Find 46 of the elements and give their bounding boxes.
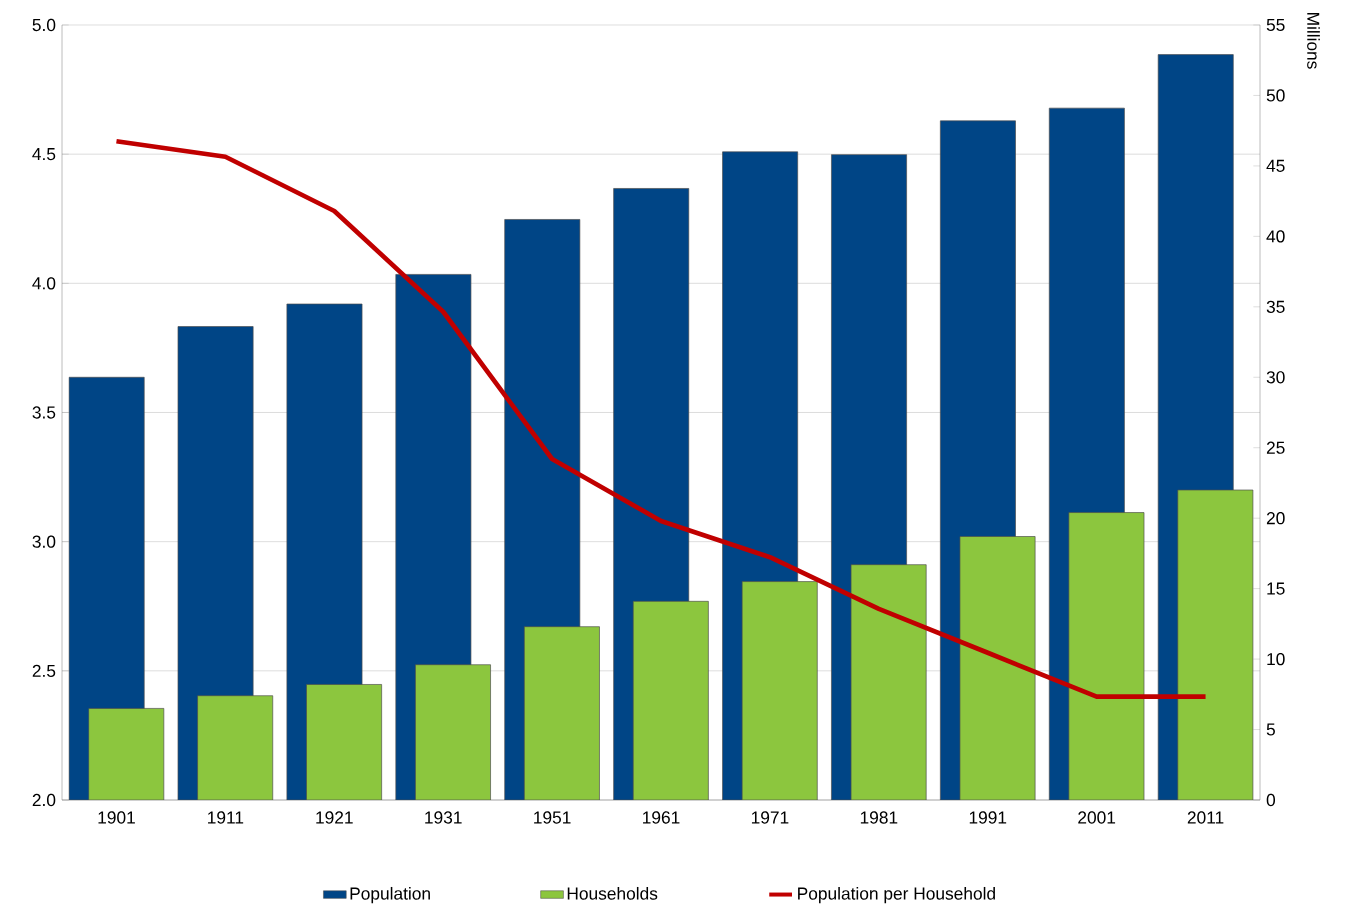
y-tick-label: 4.5 xyxy=(32,148,56,161)
bar xyxy=(306,684,382,800)
x-tick-label: 2001 xyxy=(1078,811,1116,824)
x-tick-label: 1901 xyxy=(98,811,135,824)
y-tick-label: 2.5 xyxy=(32,664,56,677)
bar xyxy=(959,536,1036,800)
bar xyxy=(415,664,491,800)
x-tick-label: 1961 xyxy=(643,811,680,824)
y2-tick-label: 5 xyxy=(1266,723,1275,736)
line-series xyxy=(114,138,1208,699)
y2-tick-label: 40 xyxy=(1266,230,1285,243)
y2-tick-label: 0 xyxy=(1266,793,1276,807)
y2-tick-label: 55 xyxy=(1266,18,1285,32)
y2-tick-label: 15 xyxy=(1267,582,1285,595)
y2-tick-label: 20 xyxy=(1266,512,1285,525)
x-tick-label: 2011 xyxy=(1187,811,1224,824)
y-tick-label: 5.0 xyxy=(32,18,56,32)
bar xyxy=(850,564,927,800)
bar xyxy=(632,600,709,800)
bar xyxy=(1068,512,1145,800)
legend-label: Households xyxy=(567,886,658,900)
x-tick-label: 1931 xyxy=(425,811,462,824)
bar xyxy=(197,695,274,800)
y2-tick-label: 30 xyxy=(1266,371,1285,384)
y-tick-label: 2.0 xyxy=(32,793,56,807)
x-tick-label: 1991 xyxy=(969,811,1007,824)
bar xyxy=(88,708,165,800)
x-tick-label: 1951 xyxy=(534,811,571,824)
y2-axis-title: Millions xyxy=(1307,13,1320,69)
y2-tick-label: 25 xyxy=(1266,441,1285,454)
bar xyxy=(1177,489,1254,800)
x-tick-label: 1981 xyxy=(860,811,898,824)
x-tick-label: 1921 xyxy=(316,811,353,824)
legend-label: Population per Household xyxy=(798,886,995,904)
y2-tick-label: 50 xyxy=(1266,89,1285,102)
y2-tick-label: 35 xyxy=(1266,300,1285,313)
y-tick-label: 4.0 xyxy=(32,277,56,290)
bar xyxy=(741,581,818,800)
y-tick-label: 3.0 xyxy=(32,535,56,548)
y2-tick-label: 10 xyxy=(1267,652,1285,666)
y-tick-label: 3.5 xyxy=(32,406,56,419)
x-tick-label: 1971 xyxy=(751,811,789,824)
bar xyxy=(523,626,600,800)
x-tick-label: 1911 xyxy=(208,811,244,824)
legend-label: Population xyxy=(350,886,430,904)
y2-tick-label: 45 xyxy=(1266,159,1285,172)
